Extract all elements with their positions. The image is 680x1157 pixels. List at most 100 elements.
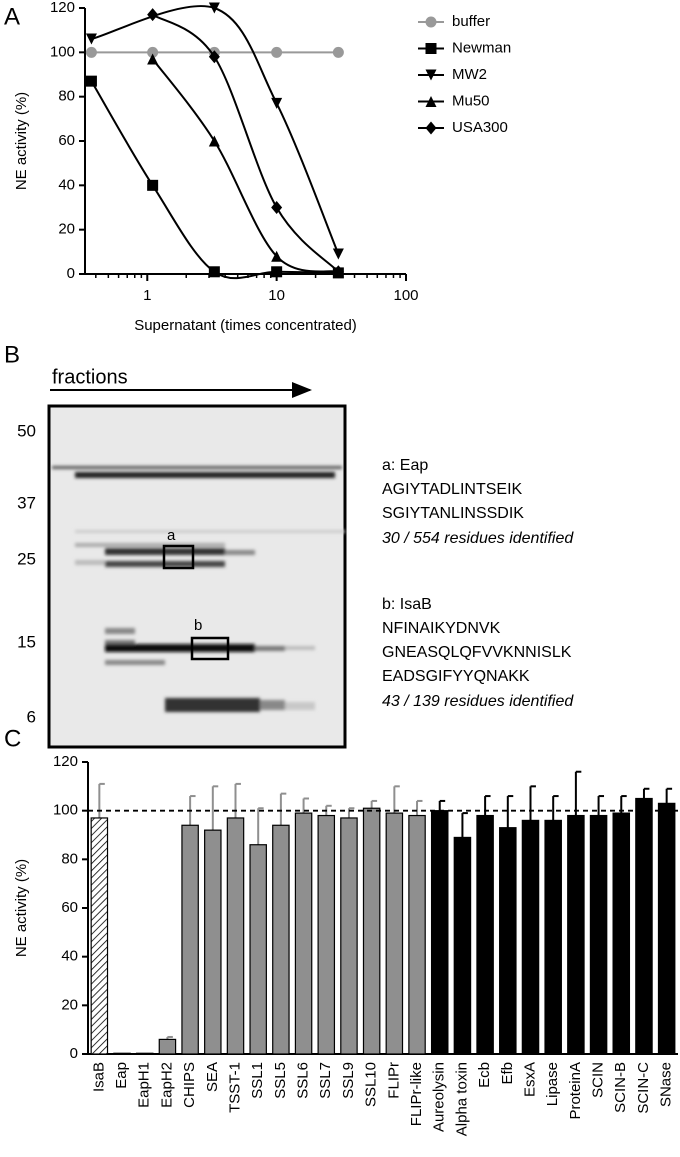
bar <box>657 802 676 1055</box>
x-tick-label: Efb <box>499 1062 516 1085</box>
x-tick-label: TSST-1 <box>226 1062 243 1113</box>
x-axis-label: Supernatant (times concentrated) <box>134 317 357 334</box>
bar <box>544 819 562 1055</box>
marker <box>147 46 159 58</box>
marker <box>147 179 159 191</box>
arrow-label: fractions <box>52 366 128 388</box>
bar <box>294 812 313 1055</box>
bar <box>589 814 608 1055</box>
bar <box>317 814 336 1055</box>
bar <box>385 812 404 1055</box>
x-tick-label: 100 <box>393 287 418 304</box>
mw-marker: 15 <box>17 632 36 651</box>
bar <box>158 1038 177 1055</box>
marker <box>85 46 97 58</box>
x-tick-label: EsxA <box>521 1062 538 1097</box>
bar <box>521 819 540 1055</box>
coverage: 43 / 139 residues identified <box>382 693 574 710</box>
marker <box>332 265 344 279</box>
marker <box>332 248 344 260</box>
bar <box>612 812 631 1055</box>
bar <box>135 1052 154 1055</box>
marker <box>271 97 283 109</box>
marker <box>271 46 283 58</box>
x-tick-label: SSL1 <box>249 1062 266 1099</box>
x-tick-label: IsaB <box>90 1062 107 1092</box>
marker <box>271 266 283 278</box>
marker <box>147 8 159 22</box>
y-tick-label: 60 <box>58 132 75 149</box>
bar <box>340 817 358 1055</box>
legend-label: Newman <box>452 39 511 56</box>
mw-marker: 37 <box>17 493 36 512</box>
legend-label: buffer <box>452 13 490 30</box>
marker <box>271 201 283 214</box>
x-tick-label: SSL10 <box>363 1062 380 1107</box>
series-line <box>91 5 340 255</box>
x-tick-label: Aureolysin <box>431 1062 448 1132</box>
legend-label: Mu50 <box>452 92 490 109</box>
bar <box>226 817 245 1055</box>
legend-marker <box>425 69 437 81</box>
bar <box>499 827 517 1055</box>
y-tick-label: 60 <box>61 899 78 916</box>
marker <box>208 2 220 14</box>
y-tick-label: 20 <box>61 996 78 1013</box>
legend-marker <box>425 16 437 28</box>
bar <box>635 797 653 1055</box>
coverage: 30 / 554 residues identified <box>382 530 574 547</box>
x-tick-label: SSL9 <box>340 1062 357 1099</box>
bar <box>408 814 426 1055</box>
marker <box>332 46 344 58</box>
series-line <box>152 13 340 273</box>
x-tick-label: ProteinA <box>567 1062 584 1120</box>
x-tick-label: SCIN-C <box>635 1062 652 1114</box>
x-tick-label: EapH2 <box>158 1062 175 1108</box>
bar <box>453 836 472 1055</box>
bar <box>204 829 222 1055</box>
x-tick-label: FLIPr <box>385 1062 402 1099</box>
bar <box>567 814 585 1055</box>
marker <box>271 250 283 262</box>
x-tick-label: SSL5 <box>272 1062 289 1099</box>
legend-marker <box>425 121 437 135</box>
x-tick-label: CHIPS <box>181 1062 198 1108</box>
y-tick-label: 100 <box>50 43 75 60</box>
bar <box>476 814 494 1055</box>
panel-label: A <box>4 3 20 30</box>
bar <box>181 824 199 1055</box>
peptide: AGIYTADLINTSEIK <box>382 481 523 498</box>
box-label: a <box>167 527 176 544</box>
marker <box>85 33 97 45</box>
bar <box>113 1052 131 1055</box>
y-axis-label: NE activity (%) <box>13 92 30 190</box>
y-tick-label: 80 <box>58 88 75 105</box>
x-tick-label: Eap <box>113 1062 130 1089</box>
y-tick-label: 40 <box>58 176 75 193</box>
series-line <box>90 80 339 280</box>
annotation-title: b: IsaB <box>382 596 432 613</box>
y-tick-label: 20 <box>58 221 75 238</box>
panel-label: B <box>4 341 20 368</box>
x-tick-label: FLIPr-like <box>408 1062 425 1126</box>
x-tick-label: EapH1 <box>136 1062 153 1108</box>
peptide: GNEASQLQFVVKNNISLK <box>382 644 572 661</box>
peptide: NFINAIKYDNVK <box>382 620 501 637</box>
peptide: SGIYTANLINSSDIK <box>382 505 524 522</box>
mw-marker: 50 <box>17 421 36 440</box>
bar <box>90 817 109 1055</box>
y-tick-label: 100 <box>53 802 78 819</box>
x-tick-label: SEA <box>204 1062 221 1092</box>
peptide: EADSGIFYYQNAKK <box>382 668 530 685</box>
x-tick-label: Alpha toxin <box>453 1062 470 1136</box>
gel-panel: B fractions a b <box>4 341 347 749</box>
panel-label: C <box>4 725 21 752</box>
x-tick-label: SCIN-B <box>612 1062 629 1113</box>
x-tick-label: Ecb <box>476 1062 493 1088</box>
marker <box>147 53 159 65</box>
box-b <box>190 636 230 661</box>
bar <box>272 824 290 1055</box>
marker <box>208 266 220 278</box>
x-tick-label: Lipase <box>544 1062 561 1106</box>
